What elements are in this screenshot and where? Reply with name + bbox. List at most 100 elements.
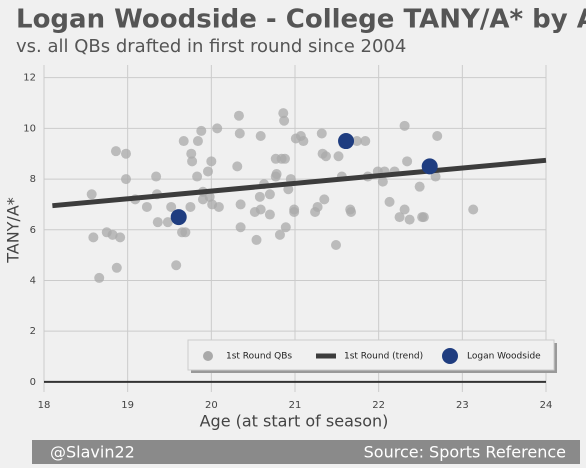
point [196,125,207,136]
point [187,156,198,167]
point [180,227,191,238]
y-tick-label: 10 [23,123,36,134]
x-tick-label: 21 [289,400,302,411]
legend-label: 1st Round (trend) [344,352,423,362]
point [192,171,203,182]
point [213,201,224,212]
legend [187,339,555,371]
point [402,156,413,167]
legend-label: 1st Round QBs [226,352,292,362]
point [152,217,163,228]
footer-source: Source: Sports Reference [364,443,566,462]
point [251,234,262,245]
point [234,128,245,139]
y-tick-label: 6 [30,225,36,236]
point [111,262,122,273]
point [264,209,275,220]
footer-credit: @Slavin22 [50,443,135,462]
point [107,229,118,240]
point [360,136,371,147]
chart-title: Logan Woodside - College TANY/A* by Age [16,5,586,35]
legend-swatch [203,351,213,361]
point [202,166,213,177]
x-tick-label: 22 [372,400,385,411]
point [162,217,173,228]
point [279,115,290,126]
point [333,151,344,162]
point [289,204,300,215]
point [235,222,246,233]
point [468,204,479,215]
point [432,130,443,141]
point [377,176,388,187]
point [316,128,327,139]
point [264,189,275,200]
point [151,171,162,182]
point [110,146,121,157]
highlight-point [338,133,355,150]
x-tick-label: 24 [540,400,553,411]
y-tick-label: 8 [30,174,36,185]
point [233,110,244,121]
point [212,123,223,134]
x-tick-label: 23 [456,400,469,411]
point [94,272,105,283]
point [186,148,197,159]
point [414,181,425,192]
point [320,151,331,162]
x-axis-label: Age (at start of season) [200,412,389,431]
highlight-point [421,158,438,175]
point [298,136,309,147]
point [399,120,410,131]
point [120,174,131,185]
chart-subtitle: vs. all QBs drafted in first round since… [16,36,406,57]
x-tick-label: 20 [205,400,218,411]
point [384,196,395,207]
point [330,239,341,250]
point [232,161,243,172]
point [278,108,289,119]
legend-label: Logan Woodside [467,352,541,362]
point [254,191,265,202]
point [120,148,131,159]
point [115,232,126,243]
x-tick-label: 19 [121,400,134,411]
point [394,212,405,223]
y-tick-label: 12 [23,73,36,84]
point [88,232,99,243]
point [274,229,285,240]
point [351,136,362,147]
legend-swatch [442,348,458,364]
point [86,189,97,200]
point [279,153,290,164]
y-tick-label: 0 [30,377,36,388]
y-tick-label: 4 [30,275,36,286]
point [206,156,217,167]
footer-bar [32,440,580,464]
point [171,260,182,271]
point [399,204,410,215]
trend-line [52,157,547,209]
point [204,191,215,202]
point [280,222,291,233]
x-tick-label: 18 [38,400,51,411]
y-tick-label: 2 [30,326,36,337]
point [185,201,196,212]
point [271,169,282,179]
point [312,201,323,212]
point [166,201,177,212]
point [255,204,266,215]
y-axis-label: TANY/A* [4,197,23,264]
point [235,199,246,210]
point [255,130,266,141]
point [418,212,429,223]
point [319,194,330,205]
point [346,207,357,218]
point [141,201,152,212]
point [178,136,189,147]
highlight-point [170,209,187,226]
